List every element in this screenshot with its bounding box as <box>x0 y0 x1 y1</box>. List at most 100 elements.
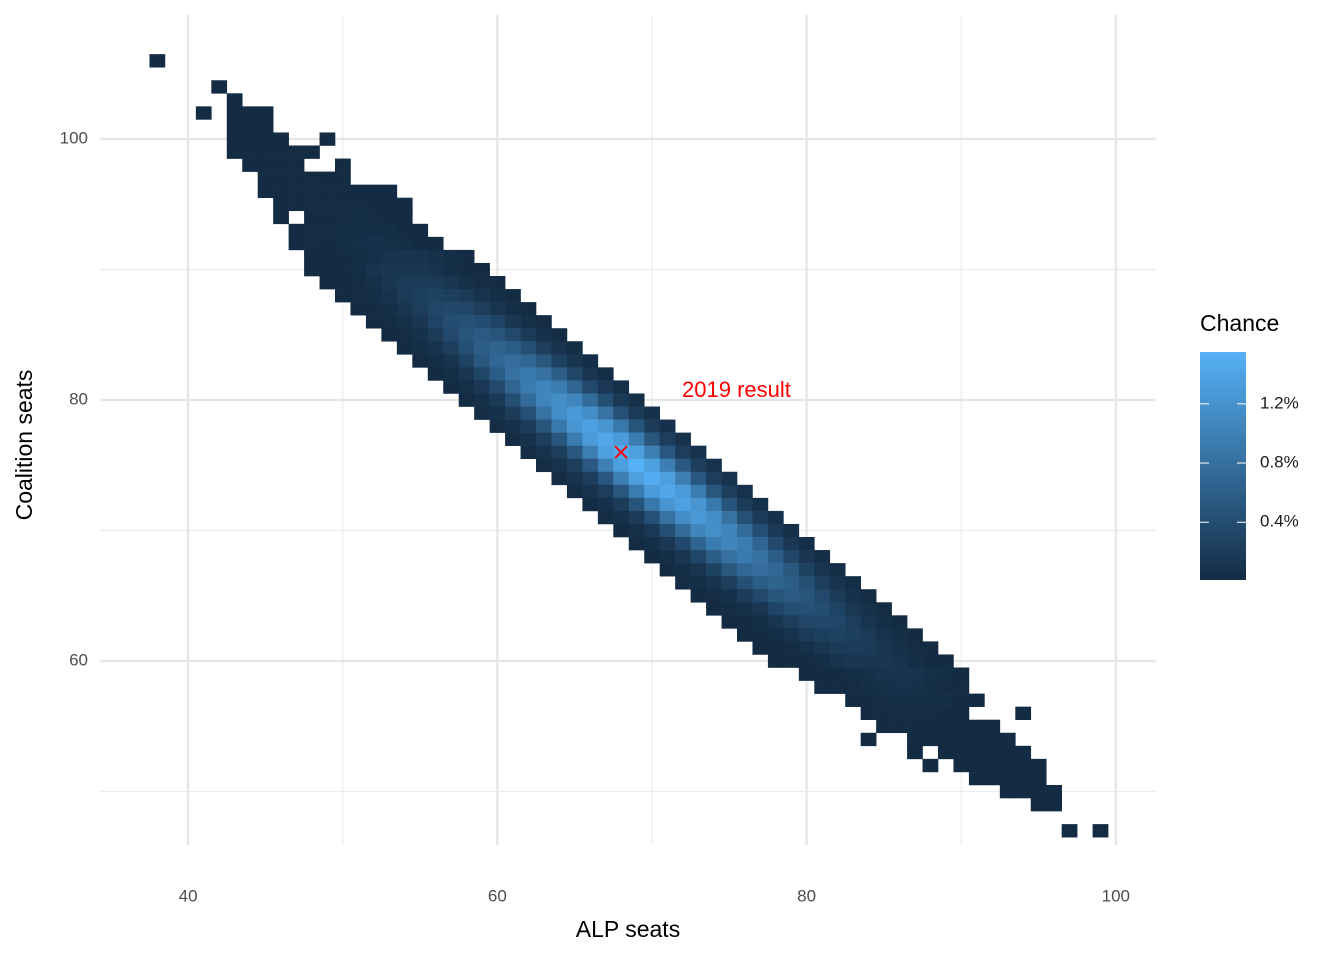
tile <box>257 158 274 172</box>
tile <box>814 602 831 616</box>
tile <box>582 367 599 381</box>
tile <box>458 380 475 394</box>
tile <box>551 380 568 394</box>
tile <box>365 276 382 290</box>
tile <box>257 171 274 185</box>
tile <box>984 771 1001 786</box>
tile <box>396 223 413 238</box>
tile <box>242 119 259 133</box>
tile <box>520 406 537 420</box>
tile <box>350 249 367 264</box>
tile <box>798 589 815 603</box>
tile <box>644 537 660 551</box>
tile <box>968 693 985 707</box>
y-axis-title: Coalition seats <box>11 370 37 521</box>
tile <box>582 471 599 486</box>
x-axis-title: ALP seats <box>576 916 680 942</box>
tile <box>937 654 954 668</box>
tile <box>690 458 707 473</box>
tile <box>412 223 429 238</box>
y-tick-label: 100 <box>60 128 88 147</box>
tile <box>520 393 537 407</box>
tile <box>922 680 939 694</box>
tile <box>319 210 336 225</box>
tile <box>829 628 846 642</box>
tile <box>458 315 475 329</box>
tile <box>489 315 506 329</box>
tile <box>814 589 831 603</box>
tile <box>273 197 289 212</box>
tile <box>427 367 444 381</box>
tile <box>319 262 336 277</box>
tile <box>582 497 599 512</box>
tile <box>644 419 660 433</box>
tile <box>520 328 537 342</box>
tile <box>566 354 583 368</box>
tile <box>984 745 1001 760</box>
tile <box>505 328 521 342</box>
tile <box>783 628 800 642</box>
tile <box>644 458 660 473</box>
tile <box>536 432 552 446</box>
tile <box>350 184 367 199</box>
legend-label: 0.4% <box>1260 512 1299 531</box>
tile <box>443 354 459 368</box>
tile <box>304 171 320 185</box>
tile <box>520 341 537 355</box>
tile <box>690 471 707 486</box>
tile <box>968 771 985 786</box>
tile <box>474 393 490 407</box>
tile <box>551 432 568 446</box>
tile <box>396 262 413 277</box>
tile <box>273 132 289 146</box>
tile <box>690 537 707 551</box>
tile <box>706 602 722 616</box>
tile <box>566 458 583 473</box>
tile <box>458 289 475 303</box>
tile <box>474 380 490 394</box>
tile <box>489 276 506 290</box>
tile <box>304 223 320 238</box>
tile <box>474 328 490 342</box>
tile <box>767 510 784 525</box>
tile <box>767 537 784 551</box>
tile <box>953 706 970 721</box>
tile <box>628 484 645 499</box>
tile <box>644 550 660 564</box>
tile <box>1015 745 1032 760</box>
tile <box>752 589 769 603</box>
tile <box>381 289 398 303</box>
tile <box>675 510 691 525</box>
tile <box>829 602 846 616</box>
tile <box>288 171 305 185</box>
tile <box>922 693 939 707</box>
tile <box>319 197 336 212</box>
tile <box>814 680 831 694</box>
tile <box>1015 784 1032 799</box>
tile <box>412 262 429 277</box>
tile <box>706 497 722 512</box>
tile <box>597 367 614 381</box>
tile <box>489 341 506 355</box>
tile <box>365 236 382 251</box>
tile <box>937 719 954 734</box>
tile <box>659 432 676 446</box>
tile <box>520 315 537 329</box>
tile <box>876 706 892 721</box>
tile <box>613 432 630 446</box>
tile <box>721 523 738 538</box>
tile <box>752 576 769 590</box>
tile <box>1030 784 1047 799</box>
tile <box>845 667 861 681</box>
tile <box>659 458 676 473</box>
tile <box>536 328 552 342</box>
tile <box>551 367 568 381</box>
tile <box>767 641 784 655</box>
tile <box>257 132 274 146</box>
tile <box>427 276 444 290</box>
tile <box>845 602 861 616</box>
tile <box>845 589 861 603</box>
tile <box>860 641 877 655</box>
tile <box>458 367 475 381</box>
tile <box>721 589 738 603</box>
